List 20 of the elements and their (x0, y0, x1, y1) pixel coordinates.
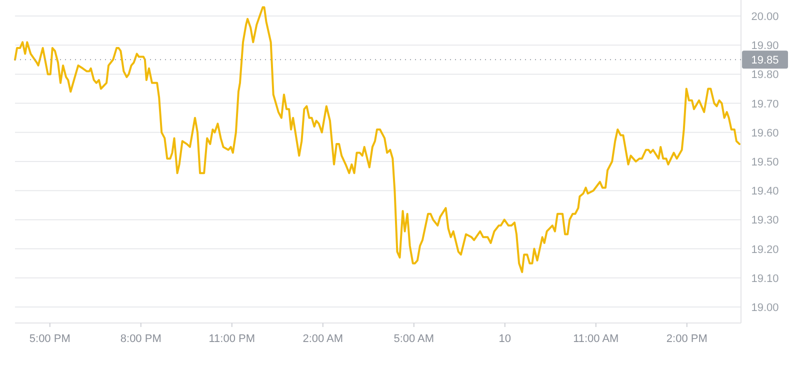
y-tick-label: 19.80 (751, 69, 779, 82)
x-tick-label: 8:00 PM (120, 333, 162, 345)
y-tick-label: 19.00 (751, 302, 779, 314)
y-tick-label: 19.20 (751, 244, 779, 256)
y-tick-label: 19.90 (751, 40, 779, 52)
y-tick-label: 19.60 (751, 127, 779, 140)
y-tick-label: 19.40 (751, 186, 779, 198)
x-tick-label: 11:00 PM (208, 333, 256, 345)
x-tick-label: 10 (498, 333, 512, 345)
x-tick-label: 5:00 AM (394, 333, 434, 345)
y-tick-label: 19.70 (751, 98, 779, 110)
x-tick-label: 2:00 PM (666, 333, 708, 345)
y-tick-label: 19.50 (751, 156, 779, 168)
y-tick-label: 20.00 (751, 11, 779, 24)
y-tick-label: 19.30 (751, 214, 779, 227)
x-tick-label: 11:00 AM (573, 333, 619, 345)
y-tick-label: 19.10 (751, 272, 779, 285)
ref-line-label: 19.85 (751, 54, 779, 67)
x-tick-label: 5:00 PM (29, 333, 70, 345)
x-tick-label: 2:00 AM (302, 333, 344, 345)
